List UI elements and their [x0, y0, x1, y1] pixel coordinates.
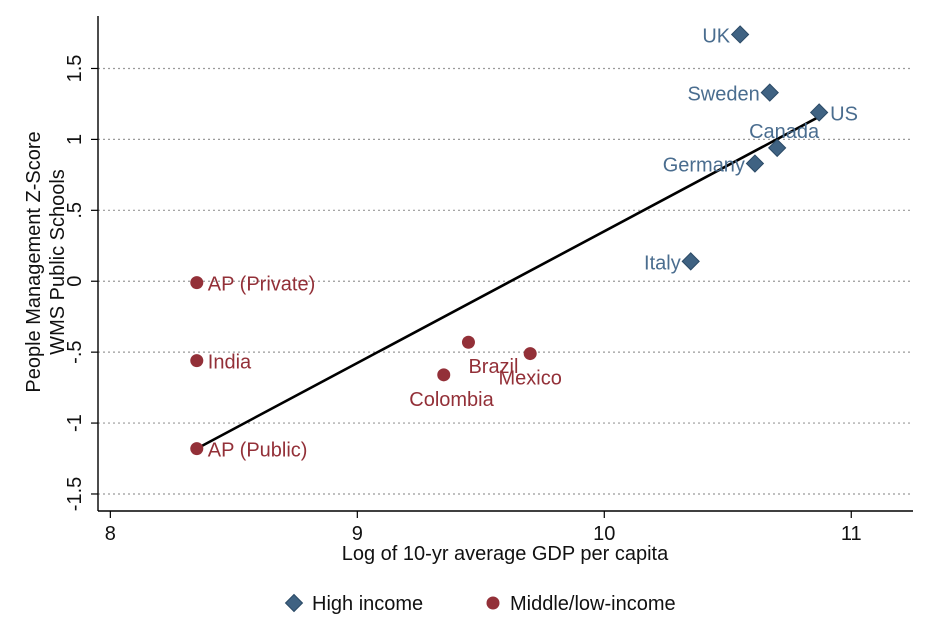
y-tick-label: 1	[64, 134, 86, 145]
x-tick-label: 9	[352, 523, 363, 545]
point-italy	[681, 252, 700, 271]
point-label-us: US	[830, 103, 858, 125]
legend-label-middle-low-income: Middle/low-income	[510, 593, 676, 615]
x-tick-label: 8	[105, 523, 116, 545]
point-label-sweden: Sweden	[687, 84, 759, 106]
point-colombia	[437, 368, 451, 382]
legend-label-high-income: High income	[312, 593, 423, 615]
y-axis-title-line-2: WMS Public Schools	[47, 169, 69, 355]
grid-lines	[98, 67, 913, 495]
legend-marker-middle-low-income	[486, 596, 500, 610]
point-label-canada: Canada	[749, 121, 820, 143]
y-tick-label: -.5	[64, 340, 86, 363]
x-axis-title: Log of 10-yr average GDP per capita	[342, 543, 669, 565]
point-germany	[745, 154, 765, 173]
y-tick-label: 0	[64, 276, 86, 287]
point-ap-public	[190, 442, 204, 456]
point-label-italy: Italy	[644, 252, 681, 274]
ticks: -1.5 -1 -.5 0 .5 1 1.5 8 9 10 11	[64, 55, 862, 545]
point-india	[190, 354, 204, 368]
point-uk	[730, 25, 750, 44]
y-tick-label: .5	[64, 202, 86, 219]
y-axis-title-line-1: People Management Z-Score	[23, 131, 45, 392]
point-label-mexico: Mexico	[499, 368, 562, 390]
point-label-colombia: Colombia	[409, 389, 494, 411]
point-us	[809, 103, 829, 122]
y-axis-title: People Management Z-Score WMS Public Sch…	[23, 131, 69, 392]
point-canada	[767, 138, 787, 158]
point-sweden	[760, 83, 779, 102]
point-label-germany: Germany	[663, 155, 745, 177]
fitted-line	[196, 115, 820, 450]
data-points	[190, 25, 829, 456]
point-label-ap-private: AP (Private)	[208, 274, 315, 296]
point-label-ap-public: AP (Public)	[208, 440, 308, 462]
y-tick-label: -1.5	[64, 477, 86, 511]
legend: High income Middle/low-income	[284, 593, 676, 615]
axes	[97, 16, 913, 512]
point-brazil	[461, 335, 475, 349]
point-label-uk: UK	[702, 25, 730, 47]
point-ap-private	[190, 276, 204, 290]
fit-line-group	[196, 115, 820, 450]
point-mexico	[523, 347, 537, 361]
point-label-brazil: Brazil	[468, 356, 518, 378]
y-tick-label: 1.5	[64, 55, 86, 83]
x-tick-label: 10	[593, 523, 615, 545]
point-label-india: India	[208, 352, 252, 374]
x-tick-label: 11	[841, 523, 862, 545]
legend-marker-high-income	[284, 593, 304, 613]
y-tick-label: -1	[64, 414, 86, 432]
